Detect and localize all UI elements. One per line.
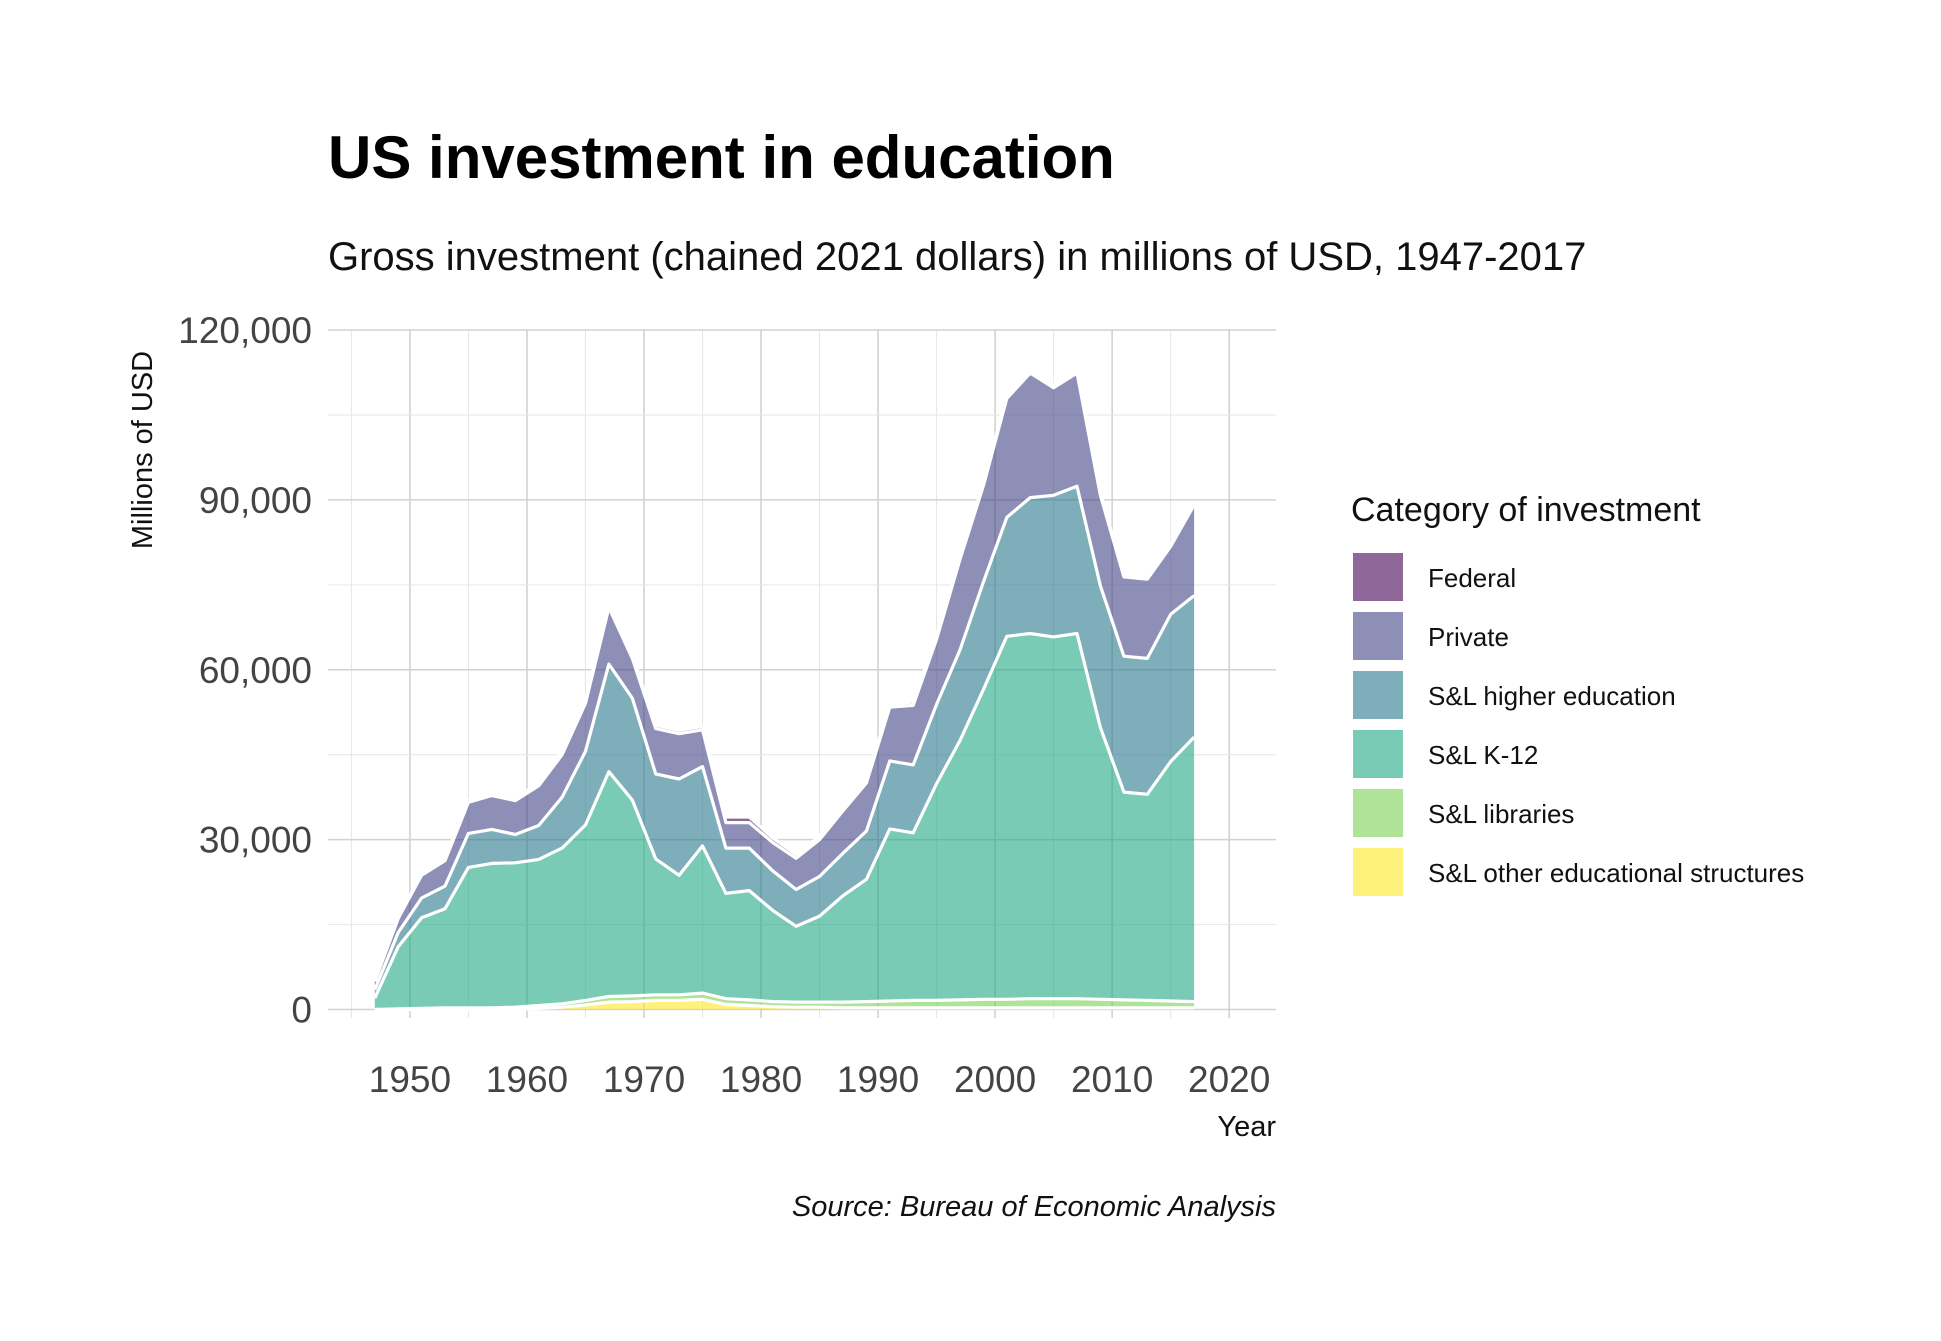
- y-tick-label: 90,000: [199, 480, 312, 521]
- y-tick-label: 60,000: [199, 650, 312, 691]
- x-axis-title: Year: [1217, 1111, 1276, 1143]
- x-tick-label: 2000: [954, 1059, 1036, 1100]
- y-tick-label: 120,000: [178, 310, 312, 351]
- source-caption: Source: Bureau of Economic Analysis: [792, 1191, 1276, 1223]
- boundary-sandl-higher-education: [373, 484, 1196, 991]
- boundary-federal: [373, 369, 1196, 982]
- x-tick-label: 1950: [369, 1059, 451, 1100]
- y-axis-title: Millions of USD: [127, 351, 159, 549]
- area-private: [374, 373, 1195, 990]
- boundary-sandl-k-12: [373, 631, 1196, 999]
- legend-key-sandl-k-12: [1353, 730, 1403, 778]
- x-axis-ticks: 1950 1960 1970 1980 1990 2000 2010 2020: [369, 1059, 1271, 1100]
- boundary-private: [373, 371, 1196, 982]
- area-series: [373, 369, 1196, 1012]
- x-tick-label: 1980: [720, 1059, 802, 1100]
- legend-label-sandl-k-12: S&L K-12: [1428, 740, 1538, 770]
- x-tick-label: 1960: [486, 1059, 568, 1100]
- legend-key-sandl-other-educational-structures: [1353, 848, 1403, 896]
- x-tick-label: 1990: [837, 1059, 919, 1100]
- x-tick-label: 1970: [603, 1059, 685, 1100]
- boundary-sandl-other-educational-structures: [374, 997, 1195, 1012]
- legend-key-sandl-higher-education: [1353, 671, 1403, 719]
- legend-label-federal: Federal: [1428, 563, 1516, 593]
- legend-key-federal: [1353, 553, 1403, 601]
- legend-label-sandl-libraries: S&L libraries: [1428, 799, 1574, 829]
- y-tick-label: 30,000: [199, 820, 312, 861]
- area-sandl-k-12: [374, 633, 1195, 1010]
- legend-label-sandl-higher-education: S&L higher education: [1428, 681, 1676, 711]
- legend-label-sandl-other-educational-structures: S&L other educational structures: [1428, 858, 1804, 888]
- boundary-sandl-libraries: [374, 991, 1195, 1012]
- chart-title: US investment in education: [328, 124, 1115, 191]
- chart-subtitle: Gross investment (chained 2021 dollars) …: [328, 235, 1586, 279]
- area-sandl-higher-education: [374, 486, 1195, 999]
- legend-key-sandl-libraries: [1353, 789, 1403, 837]
- legend: Federal Private S&L higher education S&L K-…: [1353, 553, 1804, 896]
- x-tick-label: 2010: [1071, 1059, 1153, 1100]
- y-axis-ticks: 0 30,000 60,000 90,000 120,000: [178, 310, 312, 1031]
- x-tick-label: 2020: [1188, 1059, 1270, 1100]
- y-tick-label: 0: [291, 990, 312, 1031]
- legend-title: Category of investment: [1351, 491, 1701, 529]
- legend-key-private: [1353, 612, 1403, 660]
- legend-label-private: Private: [1428, 622, 1509, 652]
